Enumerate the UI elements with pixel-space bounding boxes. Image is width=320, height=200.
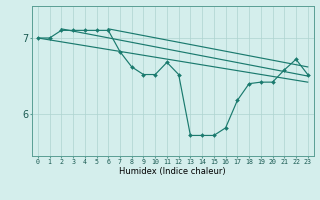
X-axis label: Humidex (Indice chaleur): Humidex (Indice chaleur): [119, 167, 226, 176]
